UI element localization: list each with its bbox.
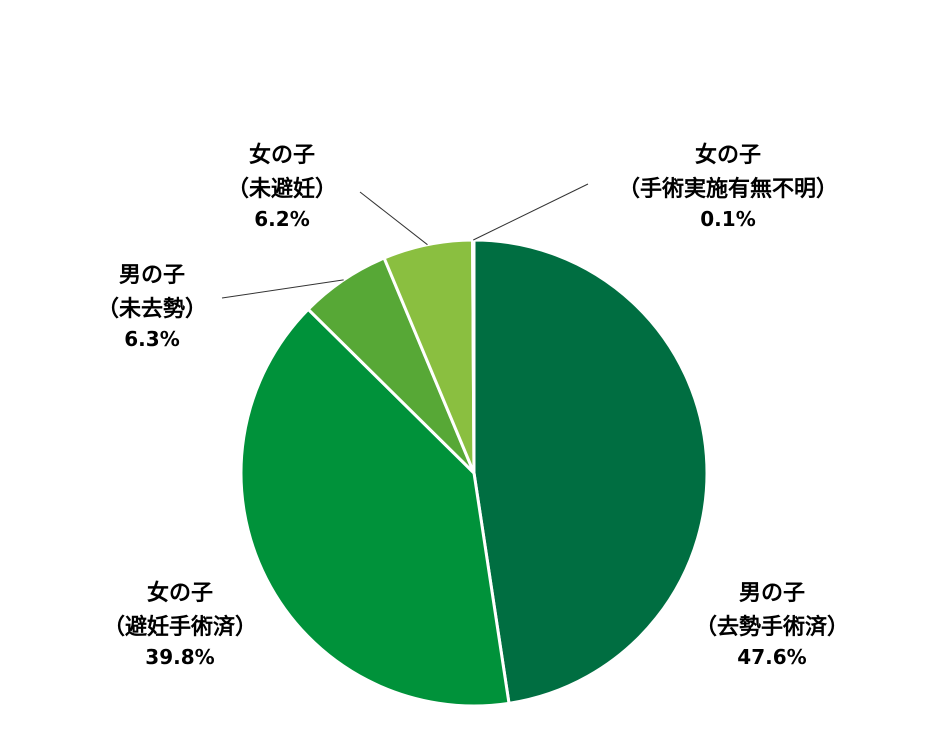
slice-value-male-neutered: 47.6% [737,645,806,669]
slice-label-female-intact-line1: 女の子 [249,142,315,168]
slice-value-female-unknown: 0.1% [700,207,755,231]
label-group-female-unknown: 女の子 （手術実施有無不明） 0.1% [618,142,838,231]
leader-lines [221,183,589,299]
slice-label-female-unknown-line1: 女の子 [695,142,761,168]
slice-value-female-intact: 6.2% [254,207,309,231]
label-group-female-spayed: 女の子 （避妊手術済） 39.8% [103,580,257,669]
slice-label-male-intact-line2: （未去勢） [97,296,207,322]
slice-label-female-spayed-line2: （避妊手術済） [103,614,257,640]
slice-label-male-neutered-line1: 男の子 [739,581,805,606]
slice-label-female-unknown-line2: （手術実施有無不明） [618,176,838,202]
slice-label-male-intact-line1: 男の子 [119,263,185,288]
pie-slices [239,238,709,708]
label-group-male-intact: 男の子 （未去勢） 6.3% [97,263,207,351]
leader-line-female-intact [359,191,428,246]
label-group-female-intact: 女の子 （未避妊） 6.2% [227,142,337,231]
slice-value-male-intact: 6.3% [124,327,179,351]
label-group-male-neutered: 男の子 （去勢手術済） 47.6% [695,581,849,669]
slice-label-female-spayed-line1: 女の子 [147,580,213,606]
pie-slice-female-spayed [239,307,511,708]
slice-label-male-neutered-line2: （去勢手術済） [695,614,849,640]
slice-label-female-intact-line2: （未避妊） [227,176,337,202]
slice-value-female-spayed: 39.8% [145,645,214,669]
leader-line-female-unknown [473,183,589,241]
leader-line-male-intact [221,279,344,299]
pie-slice-male-neutered [472,238,709,705]
pie-slice-female-unknown [471,238,476,475]
